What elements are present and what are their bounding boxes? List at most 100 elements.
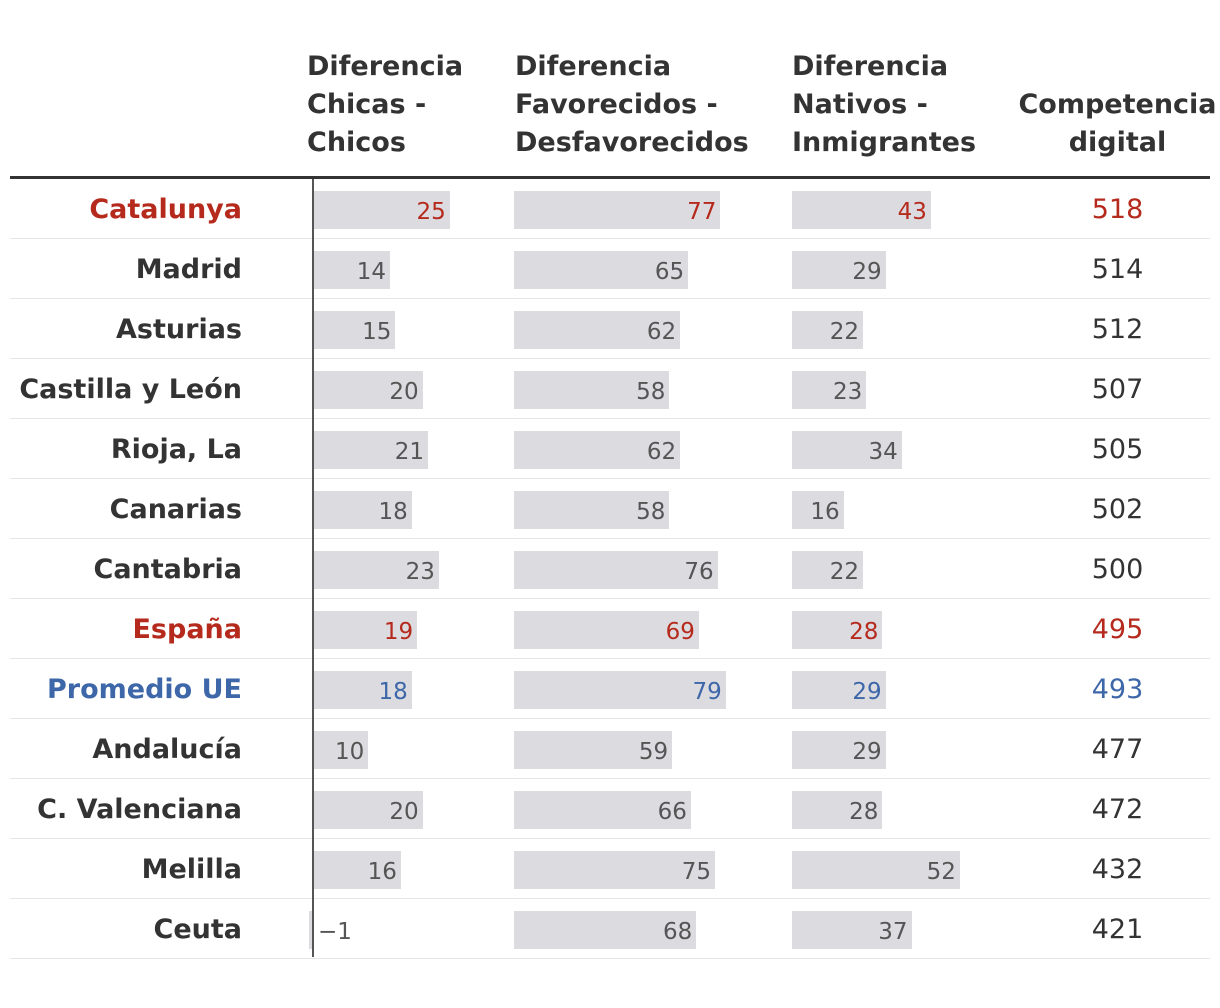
header-gender-gap: Diferencia Chicas - Chicos [307, 48, 463, 162]
header-rule [10, 176, 1210, 179]
table-row: España 19 69 28 495 [10, 599, 1210, 659]
ses-gap-bar [514, 791, 691, 829]
table-row: Canarias 18 58 16 502 [10, 479, 1210, 539]
header-line: Diferencia [792, 51, 949, 82]
region-label: Ceuta [153, 914, 242, 945]
header-line: Chicos [307, 127, 406, 158]
table-row: Andalucía 10 59 29 477 [10, 719, 1210, 779]
digital-score-value: 500 [1091, 554, 1144, 585]
header-line: Nativos - [792, 89, 928, 120]
ses-gap-value: 77 [687, 199, 717, 225]
gender-gap-bar [308, 911, 314, 949]
row-separator [10, 778, 1210, 779]
ses-gap-bar [514, 851, 715, 889]
table-row: Asturias 15 62 22 512 [10, 299, 1210, 359]
ses-gap-bar [514, 311, 681, 349]
ses-gap-value: 76 [684, 559, 714, 585]
native-gap-bar [792, 791, 883, 829]
gender-gap-value: 15 [362, 319, 392, 345]
gender-gap-value: −1 [318, 919, 352, 945]
table-row: Rioja, La 21 62 34 505 [10, 419, 1210, 479]
region-label: Catalunya [89, 194, 242, 225]
ses-gap-value: 79 [692, 679, 722, 705]
row-separator [10, 298, 1210, 299]
header-line: Competencia [1018, 89, 1217, 120]
ses-gap-value: 65 [654, 259, 685, 285]
native-gap-bar [792, 431, 902, 469]
digital-score-value: 514 [1091, 254, 1144, 285]
region-label: Cantabria [93, 554, 243, 585]
native-gap-value: 22 [829, 559, 860, 585]
region-label: Madrid [135, 254, 242, 285]
gender-gap-value: 18 [378, 679, 408, 705]
header-line: Desfavorecidos [515, 127, 749, 158]
ses-gap-bar [514, 191, 721, 229]
row-separator [10, 718, 1210, 719]
ses-gap-bar [514, 911, 697, 949]
row-separator [10, 838, 1210, 839]
digital-score-value: 495 [1091, 614, 1144, 645]
region-label: Rioja, La [110, 434, 242, 465]
ses-gap-bar [514, 491, 670, 529]
ses-gap-bar [514, 551, 718, 589]
digital-score-value: 518 [1091, 194, 1144, 225]
region-label: Castilla y León [19, 374, 242, 405]
region-label: Promedio UE [47, 674, 242, 705]
ses-gap-value: 58 [636, 499, 666, 525]
native-gap-value: 23 [833, 379, 863, 405]
zero-axis-line [312, 179, 314, 957]
row-separator [10, 958, 1210, 959]
gender-gap-bar [314, 791, 423, 829]
gender-gap-bar [314, 611, 418, 649]
gender-gap-value: 10 [335, 739, 365, 765]
row-separator [10, 898, 1210, 899]
gender-gap-value: 14 [356, 259, 387, 285]
ses-gap-value: 66 [657, 799, 687, 825]
native-gap-bar [792, 551, 864, 589]
native-gap-bar [792, 251, 886, 289]
gender-gap-bar [314, 191, 450, 229]
table-row: Castilla y León 20 58 23 507 [10, 359, 1210, 419]
header-line: Inmigrantes [792, 127, 977, 158]
gender-gap-value: 25 [416, 199, 446, 225]
row-separator [10, 538, 1210, 539]
row-separator [10, 238, 1210, 239]
gender-gap-bar [314, 371, 423, 409]
gender-gap-bar [314, 431, 429, 469]
header-ses-gap: Diferencia Favorecidos - Desfavorecidos [515, 48, 749, 162]
region-label: Melilla [141, 854, 242, 885]
row-separator [10, 418, 1210, 419]
ses-gap-bar [514, 671, 726, 709]
native-gap-bar [792, 371, 867, 409]
ses-gap-value: 58 [636, 379, 666, 405]
native-gap-bar [792, 491, 844, 529]
gender-gap-value: 23 [405, 559, 435, 585]
table-row: Catalunya 25 77 43 518 [10, 179, 1210, 239]
row-separator [10, 358, 1210, 359]
native-gap-value: 29 [852, 739, 882, 765]
digital-score-value: 472 [1091, 794, 1144, 825]
row-separator [10, 598, 1210, 599]
ses-gap-value: 75 [681, 859, 711, 885]
header-line: Diferencia [307, 51, 464, 82]
native-gap-bar [792, 731, 886, 769]
ses-gap-bar [514, 731, 673, 769]
header-line: digital [1068, 127, 1167, 158]
native-gap-value: 34 [868, 439, 898, 465]
ses-gap-value: 62 [646, 439, 677, 465]
region-label: Canarias [109, 494, 242, 525]
gender-gap-bar [314, 311, 396, 349]
region-label: C. Valenciana [37, 794, 242, 825]
digital-score-value: 421 [1091, 914, 1144, 945]
table-row: C. Valenciana 20 66 28 472 [10, 779, 1210, 839]
gender-gap-value: 18 [378, 499, 408, 525]
table-row: Ceuta −1 68 37 421 [10, 899, 1210, 959]
gender-gap-value: 16 [367, 859, 397, 885]
digital-score-value: 493 [1091, 674, 1144, 705]
region-label: Asturias [116, 314, 242, 345]
native-gap-value: 28 [849, 619, 879, 645]
digital-score-value: 512 [1091, 314, 1144, 345]
region-label: Andalucía [92, 734, 242, 765]
native-gap-bar [792, 191, 931, 229]
digital-score-value: 507 [1091, 374, 1144, 405]
